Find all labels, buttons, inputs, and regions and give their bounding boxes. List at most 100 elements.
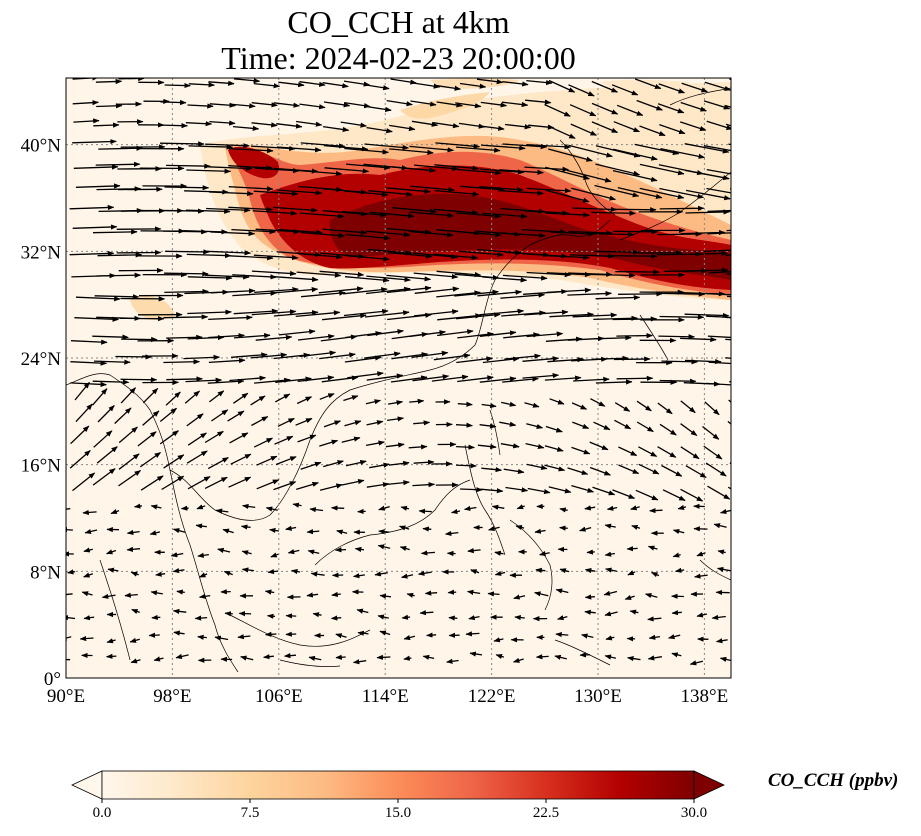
wind-vector (715, 638, 728, 644)
wind-vector (426, 632, 437, 638)
wind-vector (210, 288, 256, 294)
wind-vector (391, 166, 436, 173)
wind-vector (702, 425, 720, 440)
wind-vector (161, 123, 188, 129)
wind-vector (75, 403, 93, 423)
wind-vector (689, 660, 704, 666)
colorbar-gradient (101, 770, 695, 800)
wind-vector (717, 549, 726, 555)
wind-vector (719, 656, 731, 662)
colorbar-title: CO_CCH (ppbv) (768, 770, 899, 791)
wind-vector (694, 573, 708, 579)
wind-vector (67, 569, 76, 575)
wind-vector (504, 353, 541, 360)
wind-vector (66, 527, 73, 533)
wind-vector (417, 570, 432, 576)
wind-vector (365, 230, 411, 238)
wind-vector (185, 377, 223, 383)
y-tick-label: 40°N (21, 136, 62, 157)
wind-vector (410, 100, 437, 107)
wind-vector (278, 228, 323, 235)
wind-vector (481, 144, 526, 151)
wind-vector (434, 189, 480, 197)
wind-vector (616, 104, 644, 117)
y-axis-ticks: 0° 8°N 16°N 24°N 32°N 40°N (21, 136, 62, 690)
wind-vector (463, 505, 477, 512)
wind-vector (729, 381, 731, 383)
wind-vector (330, 505, 345, 511)
wind-vector (118, 426, 138, 444)
wind-vector (364, 310, 410, 318)
wind-vector (635, 489, 659, 501)
wind-vector (344, 276, 390, 283)
wind-vector (231, 352, 268, 358)
wind-vector (526, 423, 544, 429)
wind-vector (240, 524, 251, 530)
wind-vector (195, 523, 207, 529)
wind-vector (207, 457, 229, 470)
wind-vector (149, 530, 161, 536)
wind-vector (707, 485, 731, 500)
wind-vector (331, 591, 341, 597)
wind-vector (595, 379, 633, 385)
wind-vector (725, 104, 731, 108)
wind-vector (296, 396, 313, 405)
wind-vector (466, 589, 481, 595)
wind-vector (725, 254, 731, 256)
wind-vector (273, 310, 319, 317)
wind-vector (228, 147, 274, 154)
x-tick-label: 130°E (574, 686, 622, 707)
wind-vector (75, 183, 121, 189)
wind-vector (364, 143, 410, 151)
wind-vector (512, 657, 524, 663)
wind-vector (92, 334, 129, 340)
wind-vector (494, 570, 506, 576)
wind-vector (391, 352, 429, 360)
wind-vector (446, 658, 459, 664)
wind-vector (140, 475, 164, 491)
wind-vector (392, 207, 437, 214)
wind-vector (300, 142, 346, 149)
wind-vector (386, 274, 432, 282)
wind-vector (241, 567, 254, 573)
wind-vector (206, 250, 252, 256)
wind-vector (638, 446, 658, 457)
wind-vector (285, 613, 297, 619)
wind-vector (368, 190, 413, 197)
wind-vector (479, 376, 517, 383)
wind-vector (592, 355, 629, 361)
wind-vector (684, 169, 730, 181)
wind-vector (457, 168, 502, 176)
wind-vector (97, 405, 115, 423)
wind-vector (559, 568, 570, 574)
wind-vector (223, 570, 233, 576)
wind-vector (659, 187, 705, 199)
wind-vector (345, 330, 382, 339)
wind-vector (661, 359, 699, 365)
wind-vector (705, 462, 727, 477)
wind-vector (436, 270, 482, 278)
wind-vector (92, 229, 138, 235)
wind-vector (437, 329, 474, 337)
wind-vector (198, 593, 211, 599)
wind-vector (547, 357, 585, 363)
wind-vector (366, 275, 411, 283)
wind-vector (183, 354, 221, 360)
wind-vector (685, 209, 731, 215)
wind-vector (276, 146, 322, 153)
wind-vector (352, 659, 367, 665)
wind-vector (411, 350, 449, 359)
wind-vector (546, 287, 592, 294)
wind-vector (455, 422, 473, 428)
wind-vector (544, 104, 571, 117)
wind-vector (211, 409, 229, 422)
map-panel (66, 78, 731, 678)
wind-vector (322, 228, 368, 236)
wind-vector (591, 121, 619, 134)
wind-vector (455, 146, 501, 153)
wind-vector (300, 231, 346, 239)
wind-vector (593, 421, 611, 431)
wind-vector (228, 186, 274, 192)
wind-vector (618, 291, 663, 297)
wind-vector (420, 550, 435, 556)
